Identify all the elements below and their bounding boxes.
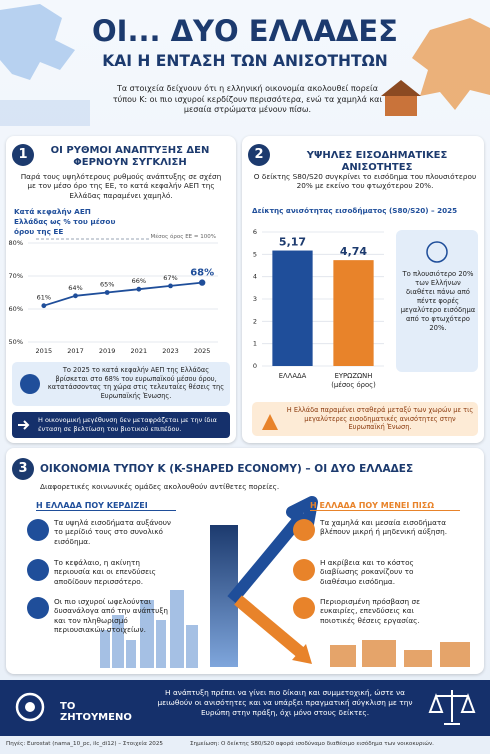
value-label: 65% <box>100 281 114 289</box>
section-text: Παρά τους υψηλότερους ρυθμούς ανάπτυξης … <box>20 172 222 200</box>
note-box <box>12 412 230 438</box>
callout-box <box>12 362 230 406</box>
right-title: Η ΕΛΛΑΔΑ ΠΟΥ ΜΕΝΕΙ ΠΙΣΩ <box>310 501 460 511</box>
houses <box>330 640 470 667</box>
card-k-economy <box>6 448 484 674</box>
y-tick-label: 5 <box>253 250 257 258</box>
x-tick-label: 2015 <box>36 347 53 355</box>
section-title: ΟΙ ΡΥΘΜΟΙ ΑΝΑΠΤΥΞΗΣ ΔΕΝ ΦΕΡΝΟΥΝ ΣΥΓΚΛΙΣΗ <box>50 145 210 168</box>
callout-text: Το 2025 το κατά κεφαλήν ΑΕΠ της Ελλάδας … <box>47 366 225 400</box>
x-tick-label: ΕΛΛΑΔΑ <box>278 372 307 380</box>
subtitle: ΚΑΙ Η ΕΝΤΑΣΗ ΤΩΝ ΑΝΙΣΟΤΗΤΩΝ <box>102 52 388 70</box>
map-left <box>0 4 75 80</box>
section-number: 2 <box>248 144 270 166</box>
right-item: Περιορισμένη πρόσβαση σε ευκαιρίες, επεν… <box>320 597 421 625</box>
value-label: 4,74 <box>340 245 367 258</box>
annotation: Μέσος όρος ΕΕ = 100% <box>150 234 216 240</box>
section-number: 1 <box>12 144 34 166</box>
warning-box <box>252 402 478 436</box>
people-icon <box>426 241 448 263</box>
note-text: Η οικονομική μεγέθυνση δεν μεταφράζεται … <box>38 416 217 433</box>
title: ΟΙ... ΔΥΟ ΕΛΛΑΔΕΣ <box>92 14 398 48</box>
sources: Πηγές: Eurostat (nama_10_pc, ilc_di12) –… <box>6 741 163 747</box>
left-item: Τα υψηλά εισοδήματα αυξάνουν το μερίδιό … <box>54 518 172 546</box>
point <box>41 303 47 309</box>
house-roof <box>381 80 421 96</box>
chart-title: Δείκτης ανισότητας εισοδήματος (S80/S20)… <box>252 206 458 215</box>
chart-title: Κατά κεφαλήν ΑΕΠ Ελλάδας ως % του μέσου … <box>14 207 116 236</box>
right-item: Τα χαμηλά και μεσαία εισοδήματα βλέπουν … <box>320 518 448 537</box>
skyline <box>100 590 198 668</box>
y-tick-label: 70% <box>9 272 23 280</box>
y-tick-label: 4 <box>253 273 257 281</box>
point <box>136 286 142 292</box>
k-up-arrow <box>227 496 318 604</box>
point <box>73 293 78 299</box>
point <box>168 283 173 289</box>
goal-text: Η ανάπτυξη πρέπει να γίνει πιο δίκαιη κα… <box>157 688 413 717</box>
left-title: Η ΕΛΛΑΔΑ ΠΟΥ ΚΕΡΔΙΖΕΙ <box>36 501 176 511</box>
value-label: 64% <box>68 284 82 292</box>
section-text: Ο δείκτης S80/S20 συγκρίνει το εισόδημα … <box>253 172 477 191</box>
y-tick-label: 0 <box>253 362 257 370</box>
y-tick-label: 2 <box>253 317 257 325</box>
side-note: Το πλουσιότερο 20% των Ελλήνων διαθέτει … <box>400 270 476 332</box>
scales-icon <box>428 690 476 725</box>
value-label: 67% <box>163 274 177 282</box>
footer-note: Σημείωση: Ο δείκτης S80/S20 αφορά ισοδύν… <box>190 741 434 747</box>
y-tick-label: 1 <box>253 340 257 348</box>
value-label: 66% <box>132 277 146 285</box>
y-tick-label: 80% <box>9 239 23 247</box>
target-icon <box>15 692 45 722</box>
k-down-arrowhead <box>292 644 312 664</box>
y-tick-label: 6 <box>253 228 257 236</box>
section-number: 3 <box>12 458 34 480</box>
section-title: ΟΙΚΟΝΟΜΙΑ ΤΥΠΟΥ Κ (K-SHAPED ECONOMY) – Ο… <box>40 463 414 475</box>
y-tick-label: 3 <box>253 295 257 303</box>
value-label: 5,17 <box>279 236 306 249</box>
bar <box>333 260 374 366</box>
goal-banner <box>0 680 490 736</box>
callout-icon <box>20 374 40 394</box>
x-tick-label: 2017 <box>67 347 84 355</box>
section-title: ΥΨΗΛΕΣ ΕΙΣΟΔΗΜΑΤΙΚΕΣ ΑΝΙΣΟΤΗΤΕΣ <box>306 150 448 173</box>
arrow-icon <box>18 420 30 430</box>
warning-text: Η Ελλάδα παραμένει σταθερά μεταξύ των χω… <box>286 406 474 432</box>
y-tick-label: 60% <box>9 305 23 313</box>
x-tick-label: 2019 <box>99 347 116 355</box>
left-item: Το κεφάλαιο, η ακίνητη περιουσία και οι … <box>54 558 156 586</box>
section-subtitle: Διαφορετικές κοινωνικές ομάδες ακολουθού… <box>40 482 280 491</box>
side-box <box>396 230 478 372</box>
intro: Τα στοιχεία δείχνουν ότι η ελληνική οικο… <box>112 84 383 114</box>
house <box>385 94 417 116</box>
x-tick-label: 2025 <box>194 347 211 355</box>
value-label: 61% <box>37 294 51 302</box>
target-center <box>25 702 35 712</box>
point <box>104 290 110 295</box>
x-tick-label: ΕΥΡΩΖΩΝΗ (μέσος όρος) <box>331 372 376 389</box>
skyline-left <box>0 100 90 126</box>
value-label: 68% <box>190 268 214 279</box>
goal-title: ΤΟ ΖΗΤΟΥΜΕΝΟ <box>60 701 132 723</box>
map-right <box>412 18 490 110</box>
x-tick-label: 2021 <box>131 347 148 355</box>
right-icons <box>293 519 315 619</box>
point <box>198 279 206 286</box>
left-icons <box>27 519 49 619</box>
k-down-arrow <box>234 595 304 657</box>
right-item: Η ακρίβεια και το κόστος διαβίωσης ροκαν… <box>320 558 414 586</box>
y-tick-label: 50% <box>9 338 23 346</box>
bar <box>272 250 313 366</box>
x-tick-label: 2023 <box>162 347 179 355</box>
left-item: Οι πιο ισχυροί ωφελούνται δυσανάλογα από… <box>54 597 169 635</box>
warning-icon <box>262 414 278 430</box>
line <box>43 281 203 307</box>
